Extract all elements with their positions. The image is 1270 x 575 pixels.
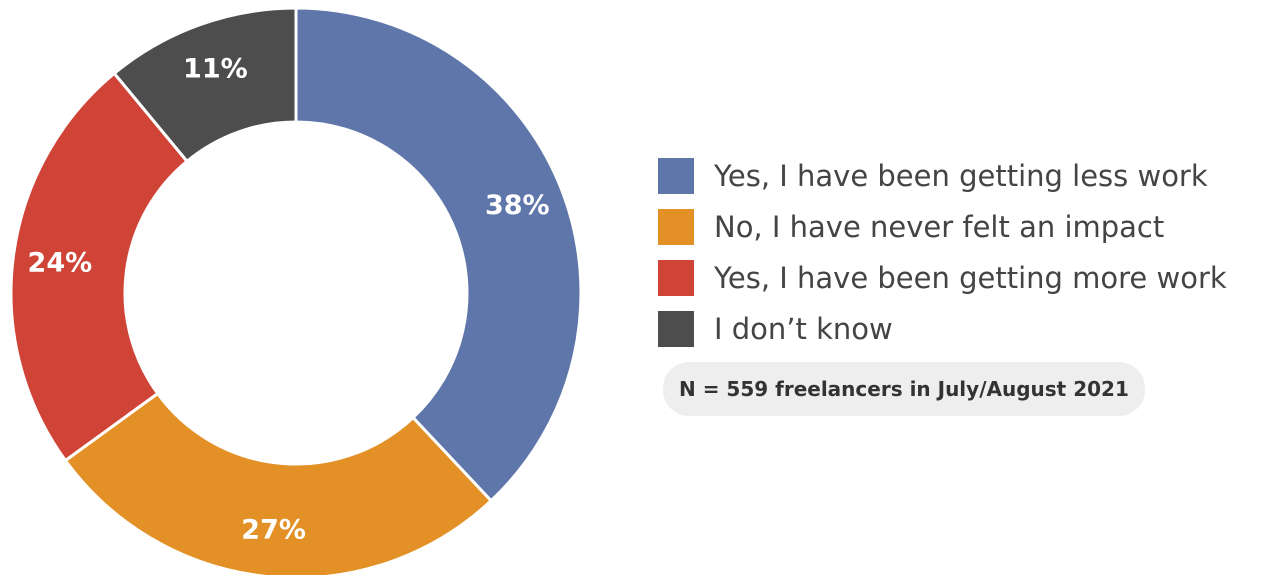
legend-swatch-less-work [658, 157, 694, 194]
legend-swatch-dont-know [658, 310, 694, 347]
sample-size-note: N = 559 freelancers in July/August 2021 [663, 362, 1145, 416]
slice-less-work [294, 6, 583, 503]
legend-swatch-no-impact [658, 208, 694, 245]
slice-more-work [9, 71, 190, 463]
slice-no-impact [63, 391, 494, 575]
label-more-work: 24% [28, 248, 93, 279]
legend-item: Yes, I have been getting more work [658, 252, 1227, 303]
legend-label: No, I have never felt an impact [714, 209, 1165, 244]
legend-item: I don’t know [658, 303, 1227, 354]
label-dont-know: 11% [183, 54, 248, 85]
legend-item: Yes, I have been getting less work [658, 150, 1227, 201]
legend-label: Yes, I have been getting more work [714, 260, 1227, 295]
legend: Yes, I have been getting less work No, I… [658, 150, 1227, 354]
legend-label: Yes, I have been getting less work [714, 158, 1208, 193]
donut-svg: 38% 27% 24% 11% [9, 6, 583, 575]
label-no-impact: 27% [241, 514, 306, 545]
label-less-work: 38% [485, 190, 550, 221]
legend-label: I don’t know [714, 311, 893, 346]
slice-dont-know [112, 6, 298, 164]
legend-item: No, I have never felt an impact [658, 201, 1227, 252]
legend-swatch-more-work [658, 259, 694, 296]
